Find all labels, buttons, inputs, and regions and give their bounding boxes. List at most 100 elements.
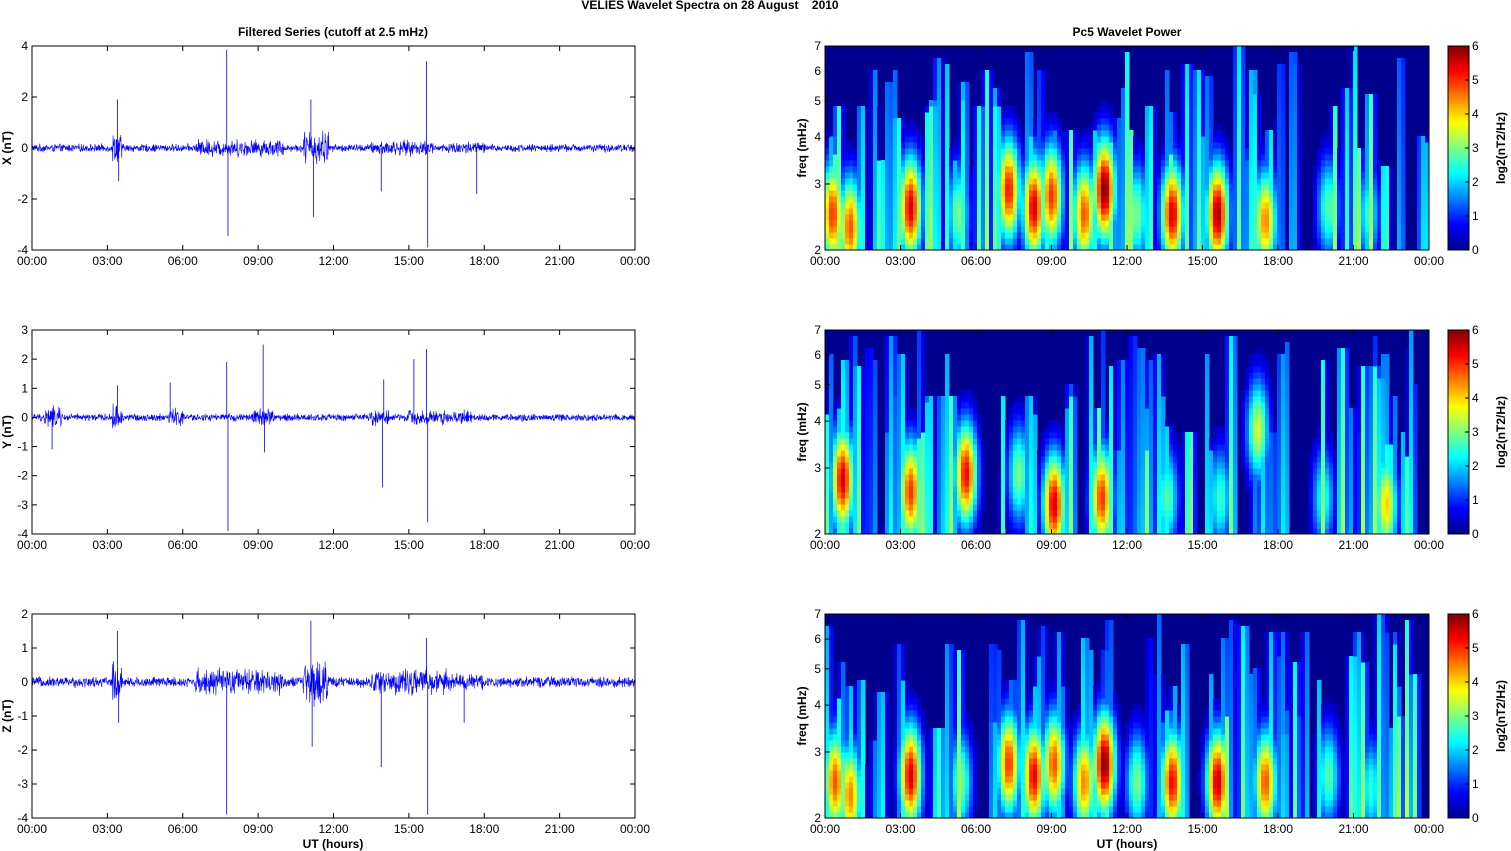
heatmap-cell xyxy=(985,118,990,125)
heatmap-cell xyxy=(961,124,966,131)
heatmap-cell xyxy=(1373,208,1378,215)
heatmap-cell xyxy=(1145,184,1150,191)
heatmap-cell xyxy=(861,384,866,391)
heatmap-cell xyxy=(1093,220,1098,227)
heatmap-cell xyxy=(1137,232,1142,239)
heatmap-cell xyxy=(1205,76,1210,83)
heatmap-cell xyxy=(1089,238,1094,245)
heatmap-cell xyxy=(885,516,890,523)
heatmap-cell xyxy=(1029,408,1034,415)
heatmap-cell xyxy=(1189,226,1194,233)
heatmap-cell xyxy=(977,118,982,125)
heatmap-cell xyxy=(929,166,934,173)
heatmap-cell xyxy=(857,214,862,221)
heatmap-cell xyxy=(925,178,930,185)
heatmap-cell xyxy=(1193,226,1198,233)
heatmap-cell xyxy=(1253,172,1258,179)
heatmap-cell xyxy=(1137,220,1142,227)
heatmap-cell xyxy=(1325,232,1330,239)
heatmap-cell xyxy=(977,232,982,239)
heatmap-cell xyxy=(893,456,898,463)
heatmap-cell xyxy=(1389,196,1394,203)
heatmap-cell xyxy=(1157,178,1162,185)
heatmap-cell xyxy=(1241,52,1246,59)
heatmap-cell xyxy=(929,438,934,445)
heatmap-cell xyxy=(965,396,970,403)
heatmap-cell xyxy=(961,450,966,457)
heatmap-cell xyxy=(997,238,1002,245)
heatmap-cell xyxy=(941,462,946,469)
heatmap-cell xyxy=(1377,196,1382,203)
heatmap-cell xyxy=(1257,112,1262,119)
heatmap-cell xyxy=(1113,160,1118,167)
heatmap-cell xyxy=(1241,148,1246,155)
heatmap-cell xyxy=(957,232,962,239)
heatmap-cell xyxy=(1345,226,1350,233)
heatmap-cell xyxy=(953,456,958,463)
heatmap-cell xyxy=(1333,124,1338,131)
heatmap-cell xyxy=(877,172,882,179)
heatmap-cell xyxy=(1049,148,1054,155)
heatmap-cell xyxy=(825,516,830,523)
heatmap-cell xyxy=(1029,82,1034,89)
heatmap-cell xyxy=(977,172,982,179)
heatmap-cell xyxy=(1013,510,1018,517)
heatmap-cell xyxy=(945,94,950,101)
heatmap-cell xyxy=(1029,220,1034,227)
heatmap-cell xyxy=(1041,480,1046,487)
heatmap-cell xyxy=(957,160,962,167)
heatmap-cell xyxy=(949,178,954,185)
heatmap-cell xyxy=(945,82,950,89)
heatmap-cell xyxy=(1361,232,1366,239)
heatmap-cell xyxy=(861,450,866,457)
heatmap-cell xyxy=(1249,196,1254,203)
heatmap-cell xyxy=(1045,474,1050,481)
heatmap-cell xyxy=(977,480,982,487)
heatmap-cell xyxy=(1425,238,1430,245)
heatmap-cell xyxy=(921,444,926,451)
heatmap-cell xyxy=(1017,154,1022,161)
heatmap-cell xyxy=(949,172,954,179)
heatmap-cell xyxy=(1201,76,1206,83)
heatmap-cell xyxy=(1077,172,1082,179)
heatmap-cell xyxy=(1217,166,1222,173)
heatmap-cell xyxy=(853,480,858,487)
heatmap-cell xyxy=(1169,130,1174,137)
heatmap-cell xyxy=(845,528,850,535)
heatmap-cell xyxy=(1033,420,1038,427)
heatmap-cell xyxy=(829,130,834,137)
heatmap-cell xyxy=(889,130,894,137)
heatmap-cell xyxy=(1237,52,1242,59)
heatmap-cell xyxy=(977,450,982,457)
heatmap-cell xyxy=(1197,70,1202,77)
heatmap-cell xyxy=(1209,94,1214,101)
heatmap-cell xyxy=(953,178,958,185)
heatmap-cell xyxy=(985,136,990,143)
heatmap-cell xyxy=(841,402,846,409)
heatmap-cell xyxy=(945,190,950,197)
heatmap-cell xyxy=(945,148,950,155)
x-tick-label: 00:00 xyxy=(810,254,840,268)
heatmap-cell xyxy=(929,462,934,469)
heatmap-cell xyxy=(853,432,858,439)
heatmap-cell xyxy=(1113,118,1118,125)
heatmap-cell xyxy=(849,348,854,355)
heatmap-cell xyxy=(1205,142,1210,149)
heatmap-cell xyxy=(1217,160,1222,167)
heatmap-cell xyxy=(1025,462,1030,469)
heatmap-cell xyxy=(1225,160,1230,167)
heatmap-cell xyxy=(1129,160,1134,167)
heatmap-cell xyxy=(1009,142,1014,149)
heatmap-cell xyxy=(1045,226,1050,233)
heatmap-cell xyxy=(833,160,838,167)
heatmap-cell xyxy=(857,516,862,523)
heatmap-cell xyxy=(1181,124,1186,131)
heatmap-cell xyxy=(1041,142,1046,149)
heatmap-cell xyxy=(893,492,898,499)
plot-area xyxy=(32,330,635,534)
heatmap-cell xyxy=(1113,178,1118,185)
heatmap-cell xyxy=(997,154,1002,161)
heatmap-cell xyxy=(1089,154,1094,161)
heatmap-cell xyxy=(1005,184,1010,191)
heatmap-cell xyxy=(861,136,866,143)
